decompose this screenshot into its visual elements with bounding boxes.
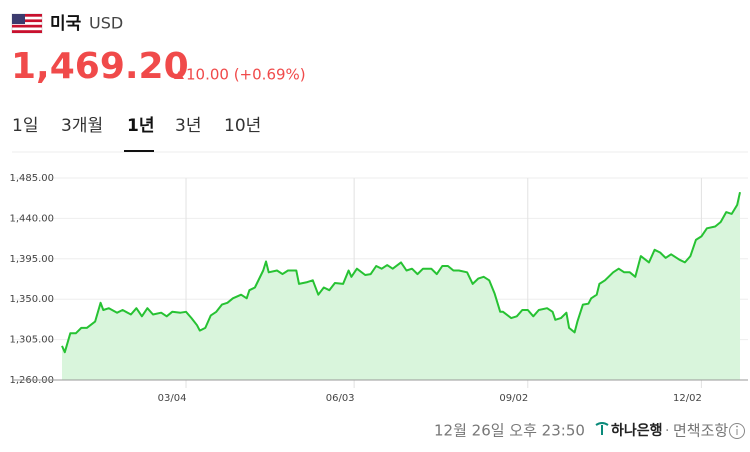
tab[interactable]: 10년 (224, 116, 261, 136)
x-tick-label: 09/02 (499, 393, 528, 404)
bank-logo (595, 422, 609, 435)
bank: 하나은행 (611, 422, 663, 439)
separator: · (665, 423, 669, 439)
y-tick-label: 1,350.00 (9, 294, 54, 305)
tab[interactable]: 1일 (12, 116, 38, 136)
disclaimer[interactable]: 면책조항 (673, 422, 728, 440)
timestamp: 12월 26일 오후 23:50 (434, 422, 585, 440)
y-tick-label: 1,305.00 (9, 335, 54, 346)
x-tick-label: 03/04 (158, 393, 187, 404)
info-icon[interactable] (729, 423, 745, 439)
change: 10.00 (+0.69%) (186, 66, 306, 84)
tab-active[interactable]: 1년 (127, 116, 154, 136)
up-arrow (174, 71, 184, 79)
price: 1,469.20 (11, 46, 189, 87)
tab[interactable]: 3년 (175, 116, 201, 136)
flag (11, 13, 43, 34)
tab[interactable]: 3개월 (61, 116, 103, 136)
y-tick-label: 1,485.00 (9, 173, 54, 184)
x-tick-label: 12/02 (673, 393, 702, 404)
y-tick-label: 1,395.00 (9, 254, 54, 265)
plot: 1,260.001,305.001,350.001,395.001,440.00… (9, 173, 748, 404)
currency: USD (89, 14, 123, 33)
y-tick-label: 1,440.00 (9, 213, 54, 224)
line (61, 191, 741, 354)
country: 미국 (50, 14, 82, 34)
x-tick-label: 06/03 (326, 393, 355, 404)
area (62, 192, 740, 380)
